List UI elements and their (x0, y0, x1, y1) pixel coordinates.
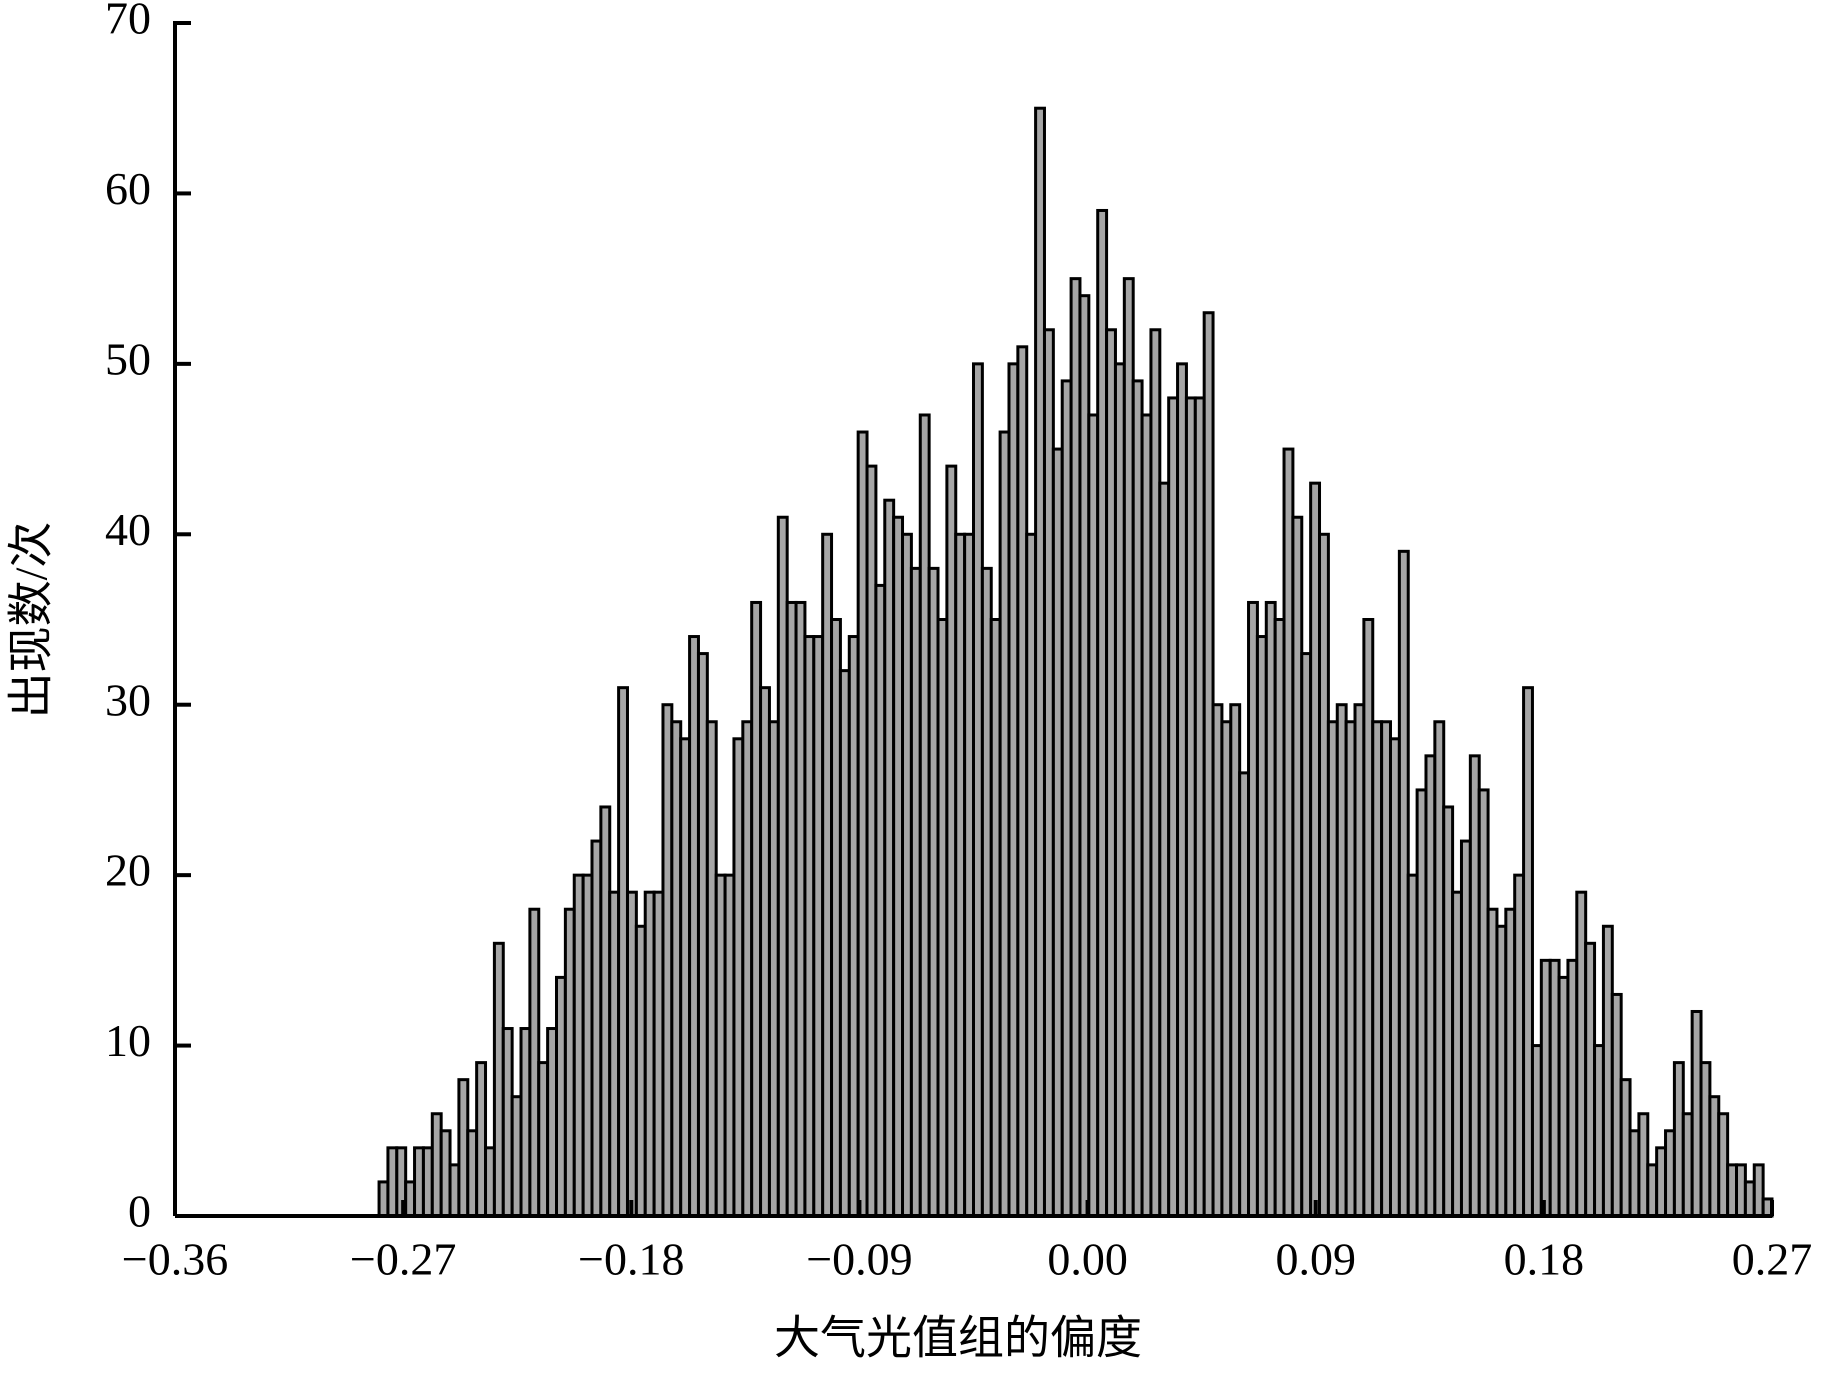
x-tick-label: 0.09 (1275, 1234, 1356, 1285)
x-tick-label: 0.27 (1732, 1234, 1813, 1285)
y-tick-label: 20 (105, 845, 151, 896)
x-axis-label: 大气光值组的偏度 (774, 1313, 1142, 1364)
x-tick-label: −0.27 (350, 1234, 456, 1285)
x-tick-label: 0.18 (1504, 1234, 1585, 1285)
y-tick-label: 30 (105, 674, 151, 725)
y-tick-label: 10 (105, 1015, 151, 1066)
y-tick-label: 60 (105, 163, 151, 214)
x-tick-label: −0.36 (122, 1234, 228, 1285)
y-axis-label: 出现数/次 (6, 522, 57, 719)
x-tick-label: −0.18 (578, 1234, 684, 1285)
y-tick-label: 50 (105, 333, 151, 384)
x-tick-label: 0.00 (1047, 1234, 1128, 1285)
y-tick-label: 0 (128, 1186, 151, 1237)
y-tick-label: 40 (105, 504, 151, 555)
y-tick-label: 70 (105, 0, 151, 44)
x-tick-label: −0.09 (806, 1234, 912, 1285)
